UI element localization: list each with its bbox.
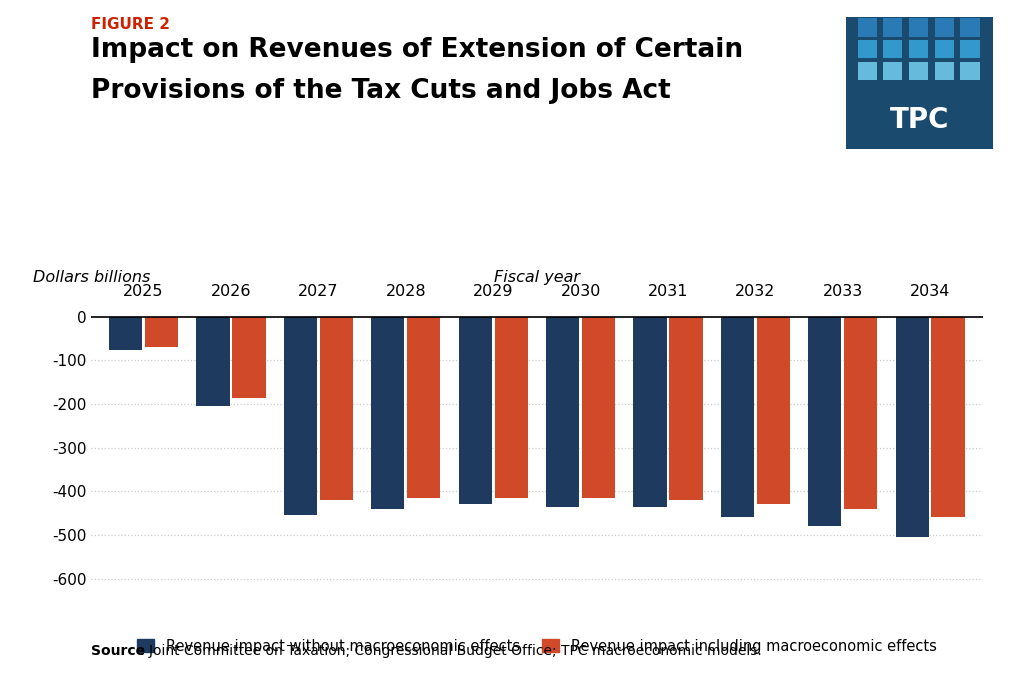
Bar xyxy=(459,317,492,504)
FancyBboxPatch shape xyxy=(846,17,993,148)
Bar xyxy=(909,61,928,80)
Bar xyxy=(935,18,954,36)
Bar xyxy=(909,40,928,58)
Bar xyxy=(858,61,876,80)
Bar xyxy=(858,40,876,58)
Bar xyxy=(757,317,790,504)
Text: Source: Source xyxy=(91,644,145,658)
Bar xyxy=(960,18,980,36)
Bar xyxy=(494,317,528,498)
Bar xyxy=(109,317,142,350)
Text: Fiscal year: Fiscal year xyxy=(494,270,579,286)
Bar xyxy=(909,18,928,36)
Text: FIGURE 2: FIGURE 2 xyxy=(91,17,170,32)
Bar xyxy=(197,317,230,406)
Bar xyxy=(546,317,579,506)
Bar xyxy=(935,40,954,58)
Bar xyxy=(145,317,178,348)
Legend: Revenue impact without macroeconomic effects, Revenue impact including macroecon: Revenue impact without macroeconomic eff… xyxy=(131,632,943,659)
Bar xyxy=(858,18,876,36)
Bar xyxy=(844,317,877,509)
Bar xyxy=(320,317,353,500)
Bar xyxy=(808,317,842,526)
Text: Dollars billions: Dollars billions xyxy=(33,270,151,286)
Bar xyxy=(670,317,702,500)
Bar xyxy=(895,317,929,537)
Bar xyxy=(284,317,317,515)
Bar xyxy=(932,317,964,518)
Text: Impact on Revenues of Extension of Certain: Impact on Revenues of Extension of Certa… xyxy=(91,37,744,63)
Bar xyxy=(372,317,404,509)
Bar xyxy=(721,317,754,518)
Bar xyxy=(883,18,903,36)
Bar xyxy=(960,40,980,58)
Bar xyxy=(935,61,954,80)
Text: : Joint Committee on Taxation; Congressional Budget Office; TPC macroeconomic mo: : Joint Committee on Taxation; Congressi… xyxy=(140,644,762,658)
Bar xyxy=(232,317,265,398)
Bar xyxy=(633,317,667,506)
Bar xyxy=(581,317,615,498)
Bar xyxy=(407,317,441,498)
Bar xyxy=(883,61,903,80)
Text: TPC: TPC xyxy=(889,105,949,134)
Bar xyxy=(960,61,980,80)
Bar xyxy=(883,40,903,58)
Text: Provisions of the Tax Cuts and Jobs Act: Provisions of the Tax Cuts and Jobs Act xyxy=(91,78,671,104)
